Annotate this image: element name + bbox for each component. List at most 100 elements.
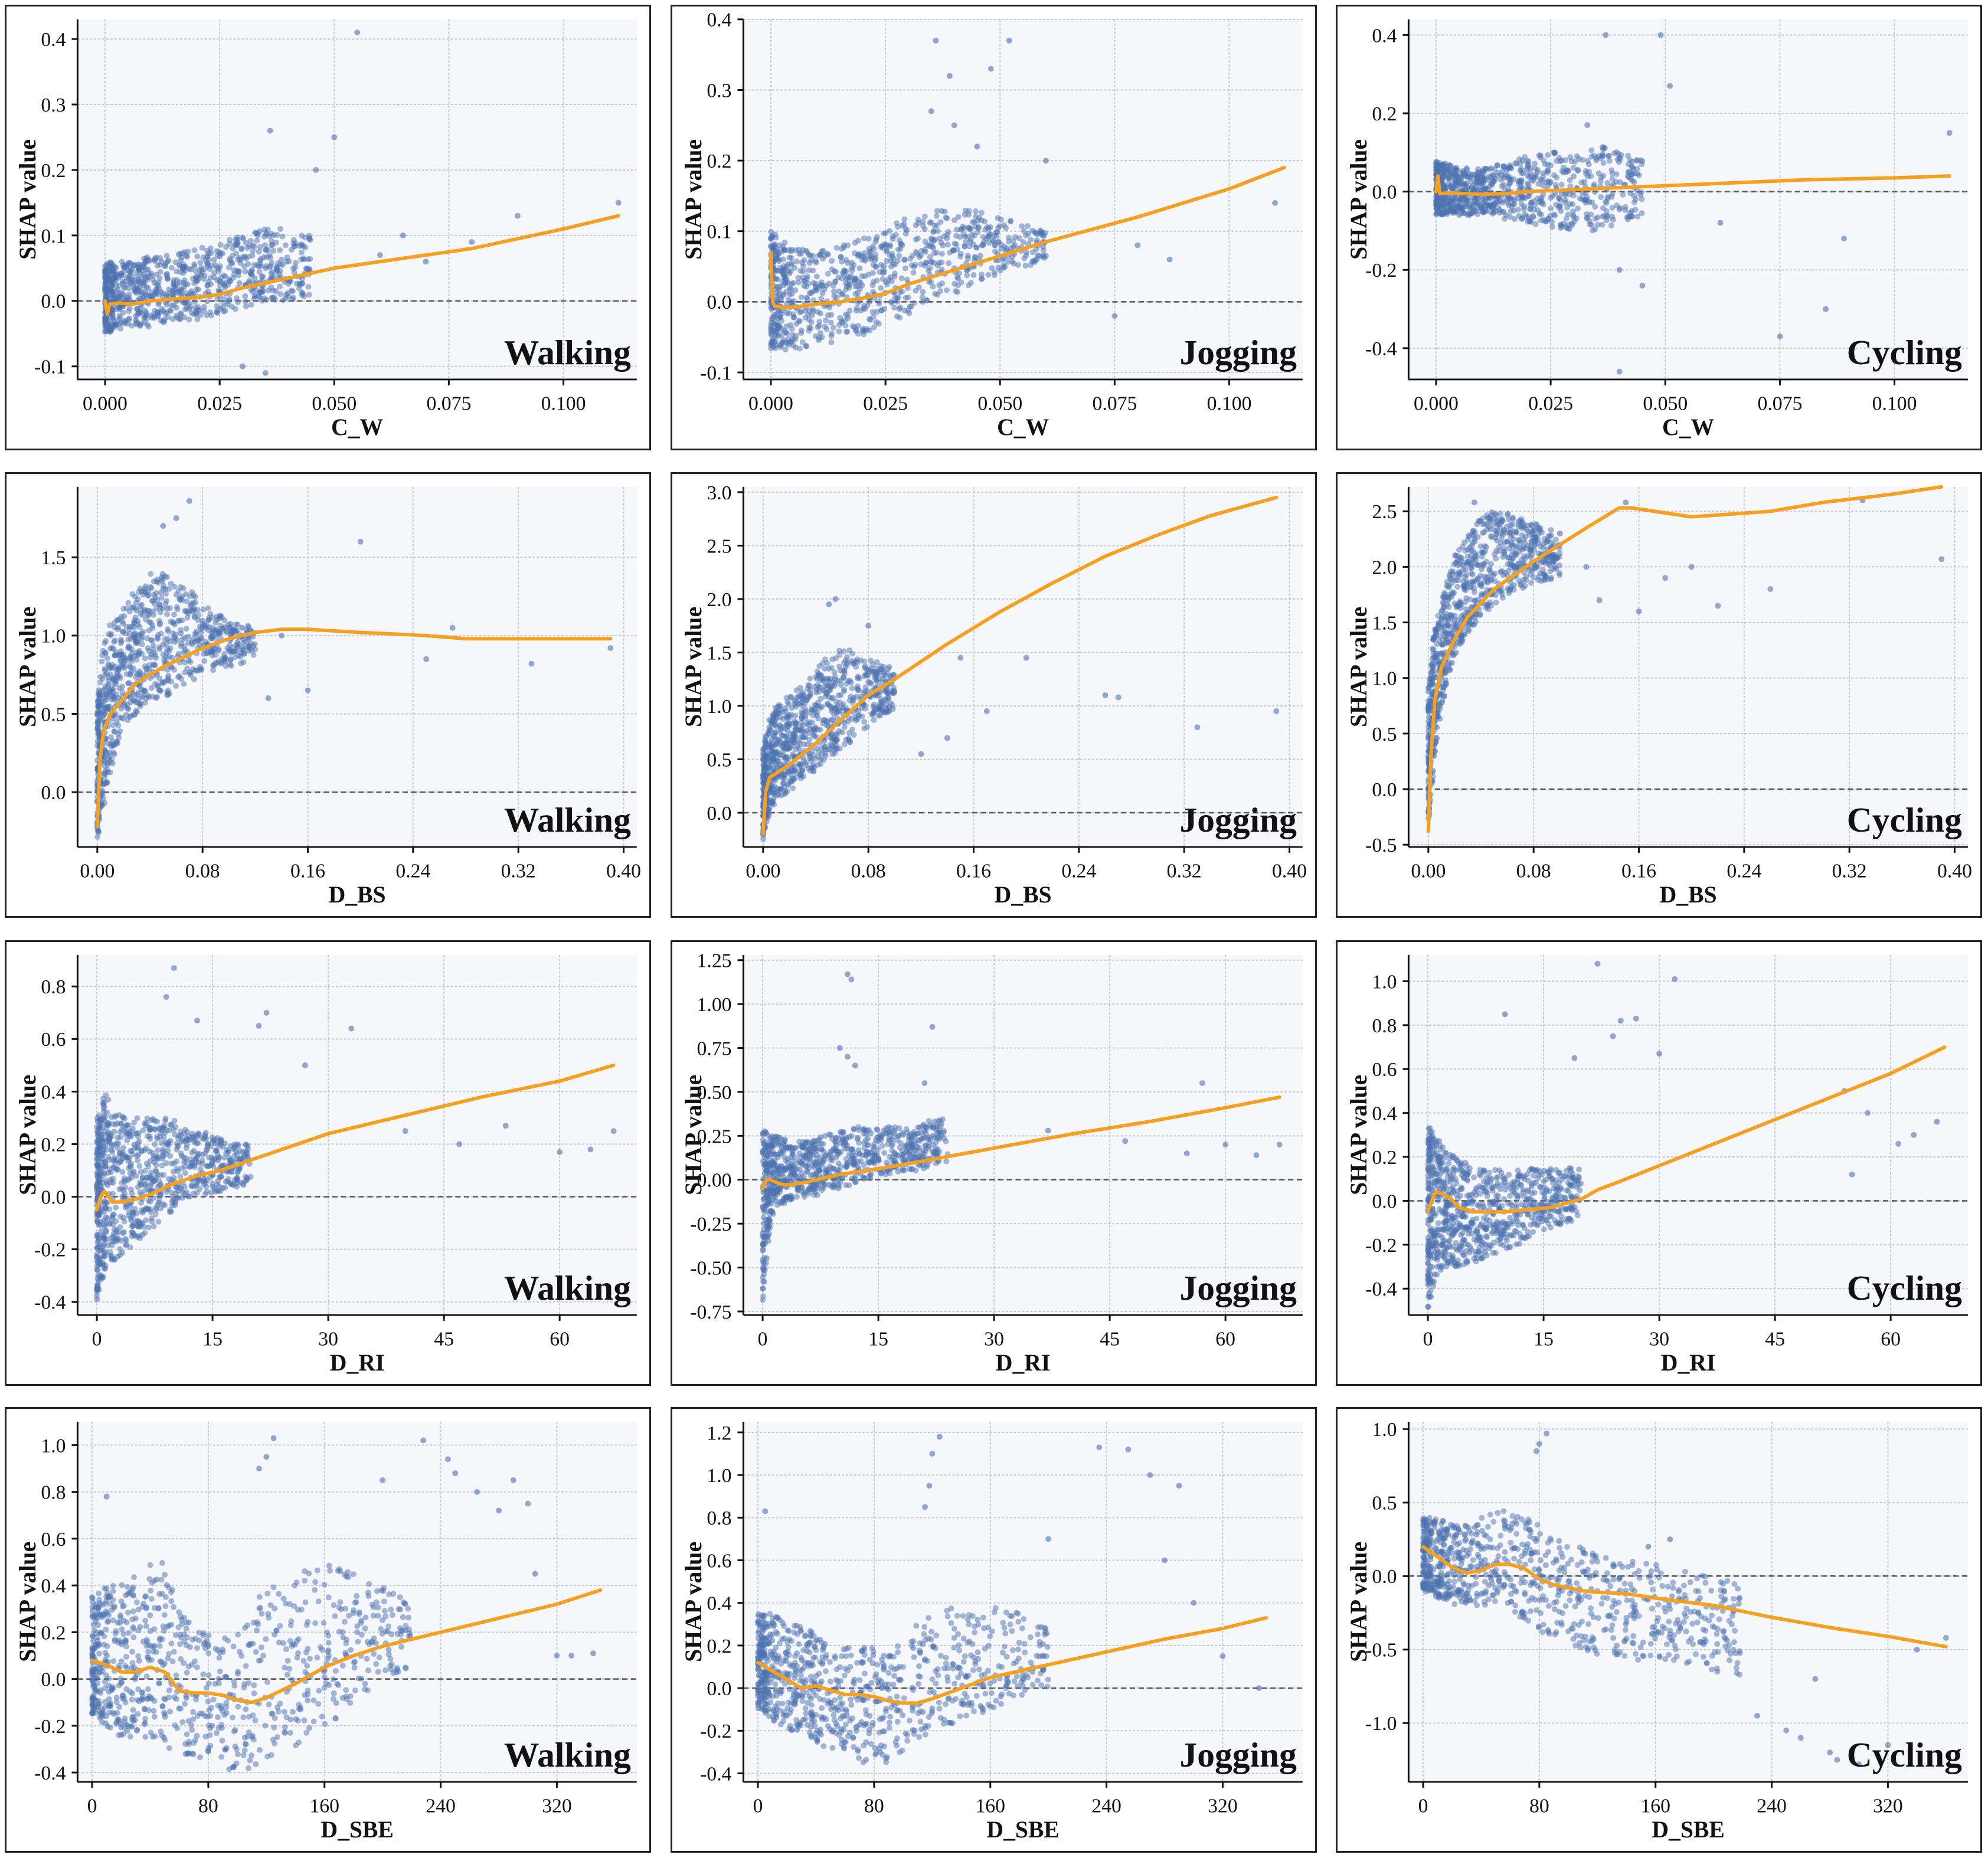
scatter-point: [117, 325, 124, 332]
scatter-point: [211, 627, 217, 634]
scatter-point: [775, 315, 782, 322]
y-tick-label: 0.1: [41, 225, 66, 247]
scatter-point: [1006, 238, 1012, 245]
scatter-point: [818, 761, 824, 767]
scatter-point: [1448, 204, 1454, 211]
scatter-point: [141, 687, 148, 694]
scatter-point: [250, 652, 257, 658]
scatter-point: [890, 706, 896, 712]
scatter-point: [1511, 197, 1518, 204]
scatter-point: [868, 658, 874, 664]
scatter-point: [880, 267, 887, 273]
scatter-point: [1561, 164, 1567, 171]
scatter-point: [139, 641, 145, 647]
scatter-point: [794, 701, 801, 707]
scatter-point: [1034, 237, 1040, 244]
scatter-point: [800, 263, 807, 270]
scatter-point: [144, 635, 151, 642]
scatter-point: [771, 241, 778, 247]
scatter-point: [178, 676, 185, 682]
scatter-point: [795, 274, 802, 281]
scatter-point: [140, 629, 146, 635]
scatter-point: [907, 303, 913, 310]
scatter-point: [204, 312, 210, 319]
scatter-point: [1634, 213, 1641, 220]
scatter-point: [852, 240, 858, 246]
scatter-point: [774, 284, 781, 290]
scatter-point: [1551, 211, 1557, 218]
scatter-point: [1506, 174, 1513, 181]
scatter-point: [251, 244, 257, 250]
scatter-point: [1581, 197, 1588, 204]
scatter-point: [1617, 156, 1624, 162]
scatter-point: [197, 663, 203, 670]
scatter-point: [784, 727, 791, 734]
outlier-point: [983, 708, 990, 714]
scatter-point: [158, 630, 164, 637]
scatter-point: [277, 225, 284, 232]
scatter-point: [857, 286, 864, 292]
scatter-point: [141, 606, 148, 613]
scatter-point: [979, 272, 985, 278]
scatter-point: [211, 662, 217, 669]
scatter-point: [1454, 167, 1460, 174]
scatter-point: [112, 624, 118, 630]
scatter-point: [109, 662, 115, 668]
scatter-point: [939, 250, 945, 257]
scatter-point: [178, 627, 184, 633]
scatter-point: [908, 262, 915, 269]
scatter-point: [282, 242, 289, 248]
scatter-point: [1550, 149, 1557, 156]
scatter-point: [862, 672, 869, 678]
scatter-point: [958, 226, 964, 233]
scatter-point: [979, 210, 985, 216]
scatter-point: [920, 223, 927, 229]
scatter-point: [127, 714, 133, 720]
scatter-point: [927, 254, 933, 260]
scatter-point: [896, 253, 903, 259]
scatter-point: [1024, 223, 1031, 229]
scatter-point: [287, 278, 294, 284]
scatter-point: [849, 685, 855, 692]
scatter-point: [1019, 223, 1025, 230]
scatter-point: [1594, 221, 1601, 228]
y-tick-label: 0.2: [707, 151, 731, 172]
y-tick-label: 0.2: [41, 160, 66, 182]
scatter-point: [764, 759, 771, 766]
scatter-point: [162, 636, 168, 643]
scatter-point: [195, 307, 201, 313]
scatter-point: [802, 706, 809, 712]
scatter-point: [780, 246, 787, 253]
scatter-point: [117, 658, 124, 665]
scatter-point: [125, 636, 132, 643]
scatter-point: [842, 664, 849, 671]
y-tick-label: 2.0: [707, 589, 731, 611]
scatter-point: [153, 695, 159, 701]
scatter-point: [179, 636, 186, 642]
scatter-point: [1523, 158, 1530, 165]
scatter-point: [1527, 202, 1533, 208]
outlier-point: [933, 37, 939, 44]
scatter-point: [808, 257, 815, 264]
scatter-point: [861, 665, 868, 671]
scatter-point: [777, 786, 784, 792]
scatter-point: [818, 296, 825, 302]
scatter-point: [819, 751, 825, 757]
scatter-point: [1519, 215, 1525, 222]
scatter-point: [1578, 179, 1585, 186]
scatter-point: [129, 650, 135, 656]
scatter-point: [107, 769, 113, 776]
scatter-point: [1522, 211, 1528, 218]
scatter-point: [971, 233, 977, 239]
scatter-point: [215, 268, 222, 274]
scatter-point: [910, 269, 917, 276]
scatter-point: [833, 655, 839, 662]
outlier-point: [1639, 282, 1646, 289]
scatter-point: [934, 262, 941, 269]
scatter-point: [112, 751, 117, 757]
scatter-point: [852, 276, 858, 282]
scatter-point: [234, 299, 241, 305]
scatter-point: [268, 284, 274, 290]
scatter-point: [1544, 152, 1551, 158]
scatter-point: [113, 681, 119, 687]
